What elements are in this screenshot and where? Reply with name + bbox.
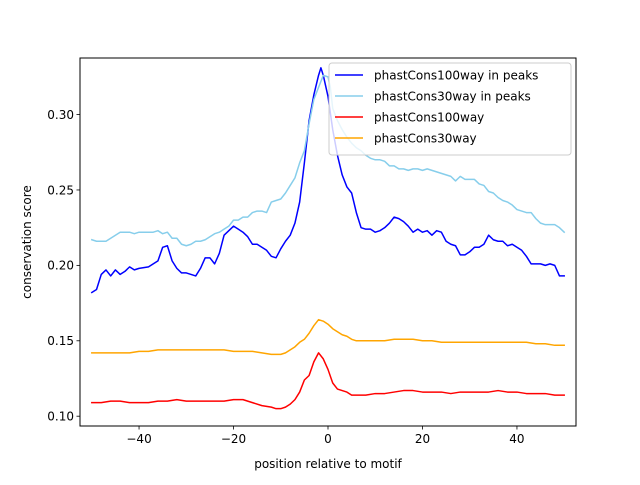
x-axis-label: position relative to motif bbox=[254, 457, 402, 471]
x-tick-label: 0 bbox=[324, 432, 332, 446]
legend-label-3: phastCons30way bbox=[374, 132, 477, 146]
y-tick-label: 0.25 bbox=[47, 183, 74, 197]
legend: phastCons100way in peaks phastCons30way i… bbox=[328, 62, 572, 156]
legend-label-0: phastCons100way in peaks bbox=[374, 69, 538, 83]
y-tick-label: 0.15 bbox=[47, 334, 74, 348]
series-line-3 bbox=[91, 318, 565, 356]
x-tick-label: 20 bbox=[415, 432, 430, 446]
legend-label-1: phastCons30way in peaks bbox=[374, 90, 531, 104]
y-tick-label: 0.30 bbox=[47, 108, 74, 122]
x-tick-label: −20 bbox=[221, 432, 246, 446]
legend-label-2: phastCons100way bbox=[374, 111, 484, 125]
y-tick-label: 0.20 bbox=[47, 259, 74, 273]
x-tick-label: 40 bbox=[509, 432, 524, 446]
y-axis-label: conservation score bbox=[20, 185, 34, 299]
x-tick-label: −40 bbox=[126, 432, 151, 446]
y-tick-label: 0.10 bbox=[47, 409, 74, 423]
legend-box bbox=[328, 62, 572, 156]
series-line-2 bbox=[91, 352, 565, 410]
ticks-layer: −40 −20 0 20 40 0.10 0.15 0.20 0.25 0.30 bbox=[47, 108, 524, 446]
